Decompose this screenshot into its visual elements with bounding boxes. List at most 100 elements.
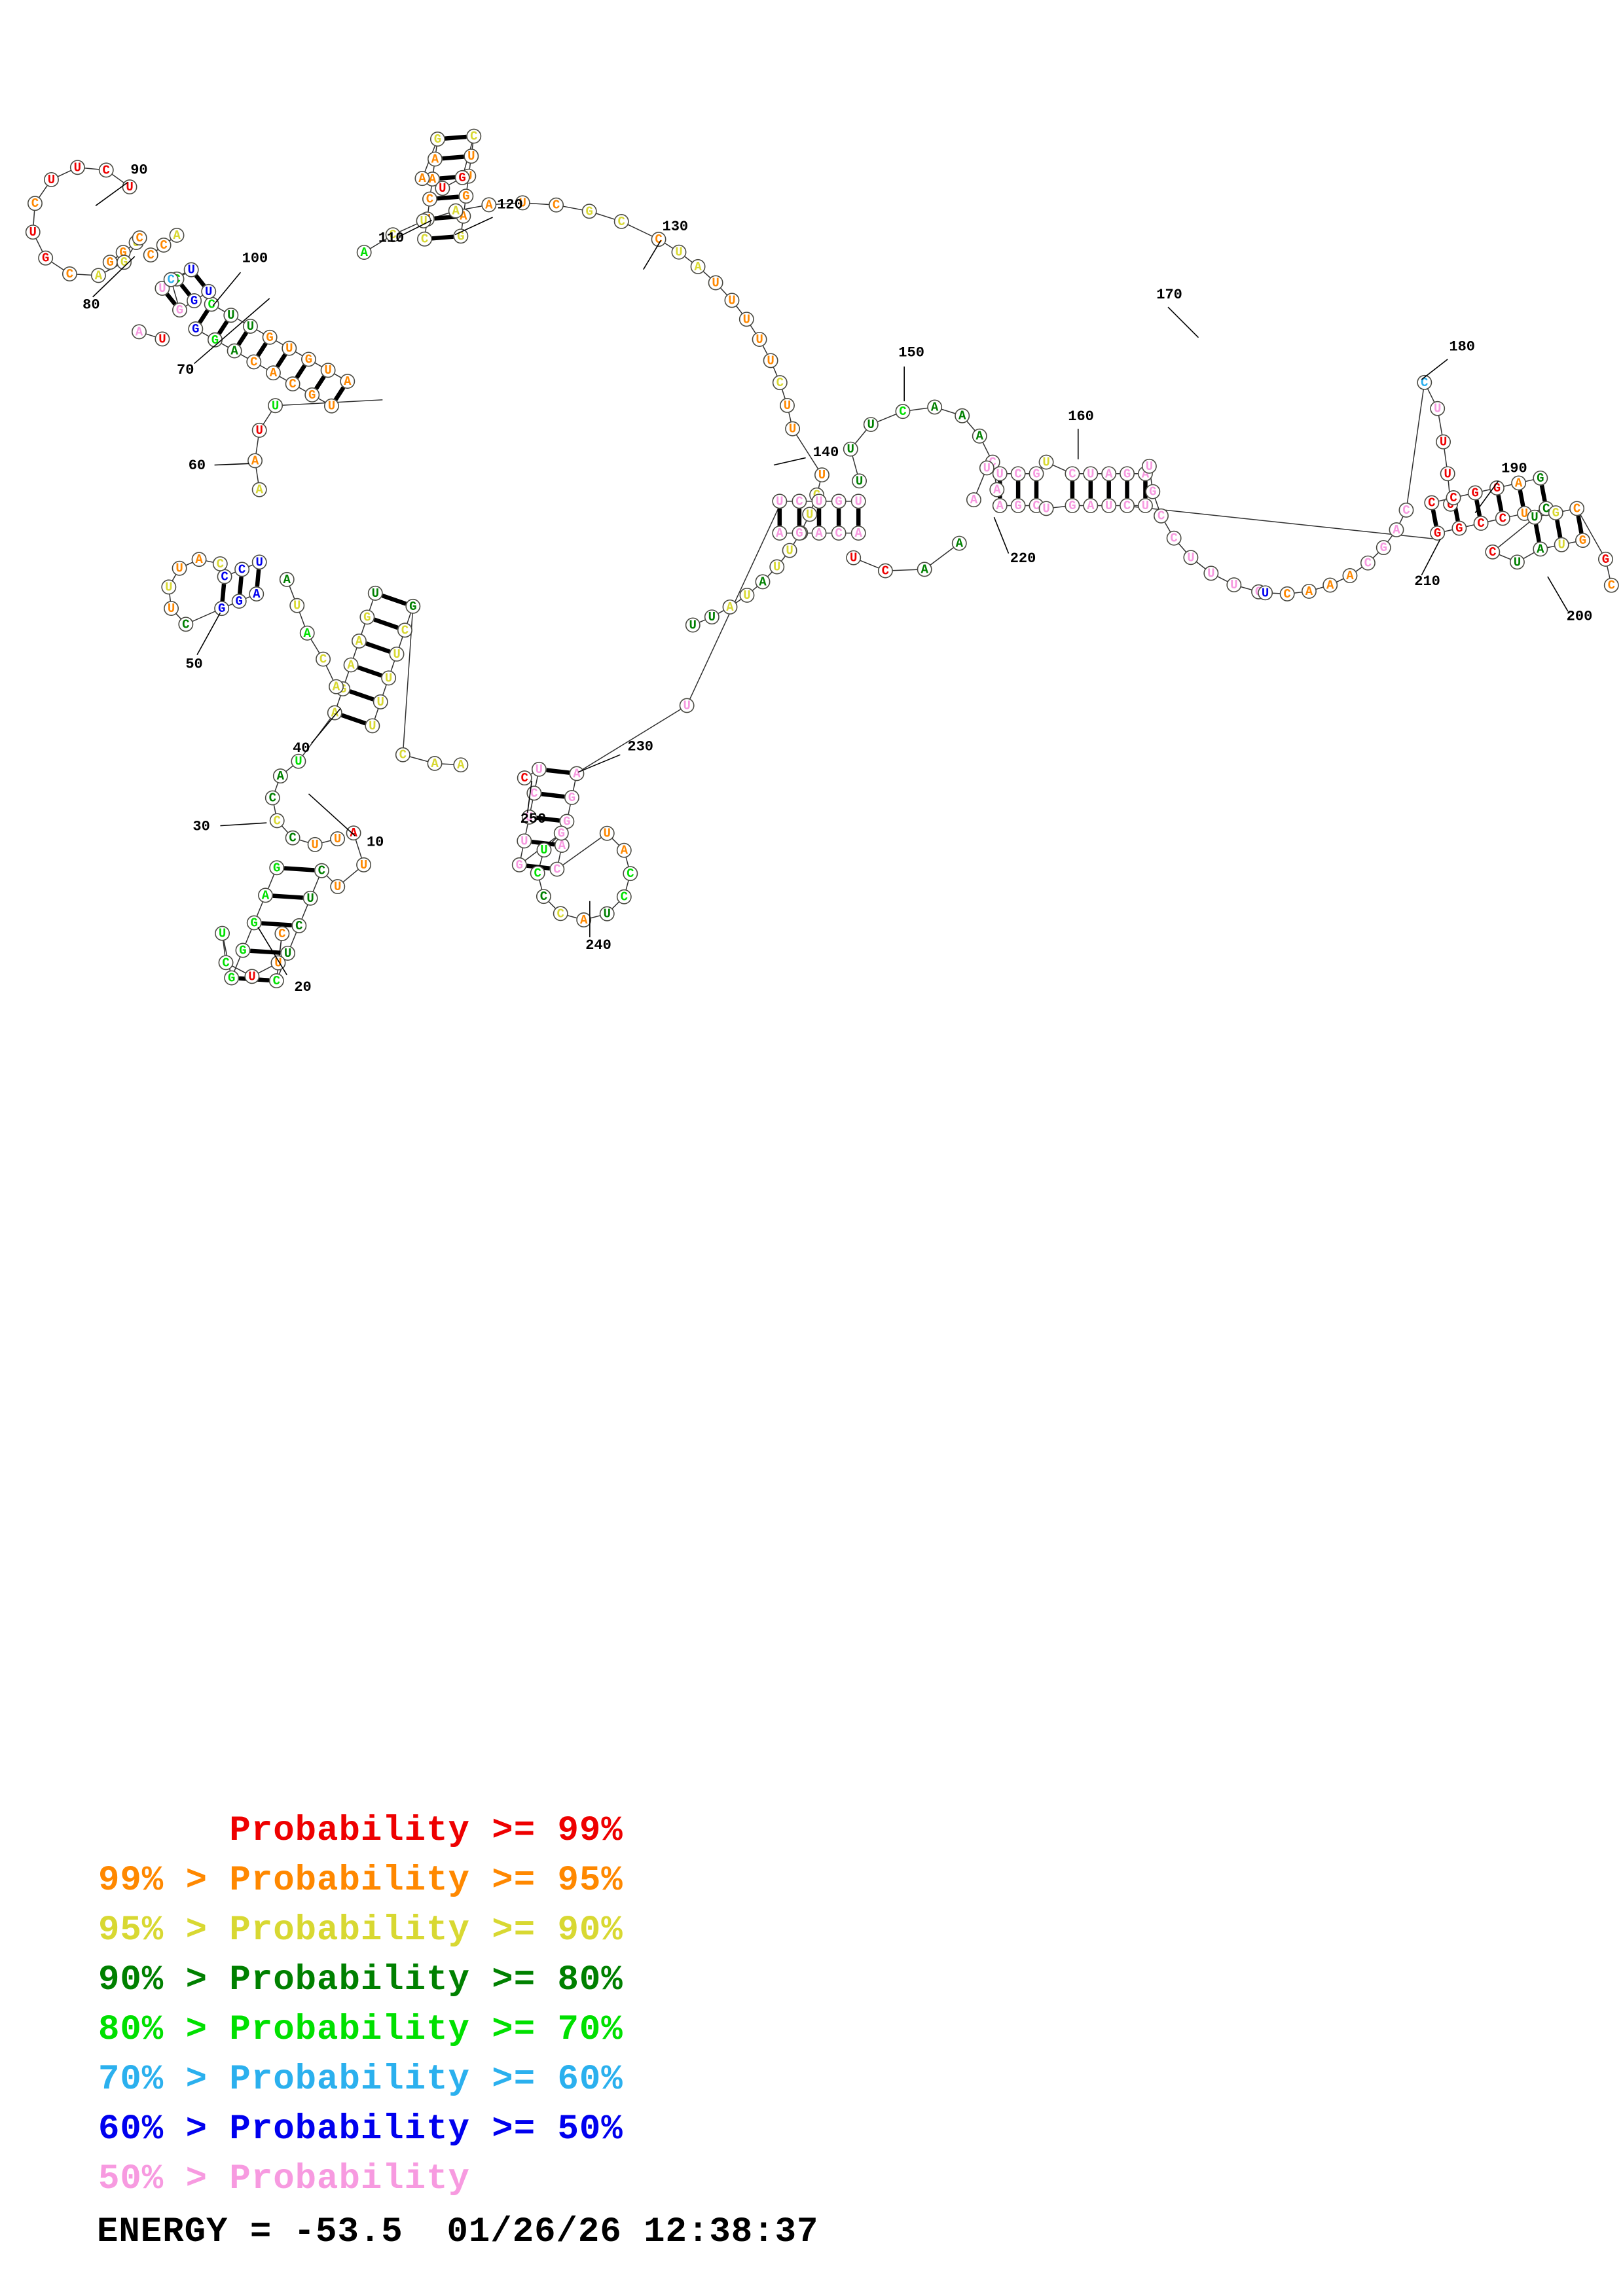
nucleotide-circle xyxy=(1527,509,1542,525)
nucleotide-letter: A xyxy=(344,374,352,389)
nucleotide-letter: G xyxy=(585,204,593,219)
nucleotide-letter: U xyxy=(519,196,526,210)
nucleotide-letter: C xyxy=(1573,501,1580,516)
nucleotide-u: U xyxy=(291,753,306,769)
nucleotide-circle xyxy=(769,559,785,575)
nucleotide-u: U xyxy=(704,609,720,625)
nucleotide-letter: U xyxy=(1187,550,1194,565)
index-leader-line xyxy=(1474,480,1499,514)
nucleotide-circle xyxy=(722,599,738,615)
nucleotide-letter: C xyxy=(795,494,803,509)
nucleotide-letter: A xyxy=(573,766,581,781)
nucleotide-c: C xyxy=(895,404,911,419)
nucleotide-circle xyxy=(704,609,720,625)
nucleotide-c: C xyxy=(217,569,232,584)
nucleotide-circle xyxy=(214,601,230,617)
nucleotide-letter: A xyxy=(580,913,588,927)
nucleotide-letter: G xyxy=(1149,485,1156,499)
nucleotide-g: G xyxy=(1010,498,1026,513)
nucleotide-circle xyxy=(359,609,375,625)
nucleotide-circle xyxy=(772,493,788,509)
nucleotide-circle xyxy=(291,753,306,769)
nucleotide-letter: A xyxy=(1393,523,1400,537)
nucleotide-a: A xyxy=(428,151,443,167)
nucleotide-letter: A xyxy=(333,680,340,694)
nucleotide-g: G xyxy=(214,601,230,617)
nucleotide-circle xyxy=(724,293,740,308)
nucleotide-circle xyxy=(243,318,258,334)
nucleotide-u: U xyxy=(599,825,615,841)
nucleotide-u: U xyxy=(244,969,260,984)
base-pair-bond xyxy=(261,921,292,927)
nucleotide-u: U xyxy=(289,598,305,613)
nucleotide-letter: U xyxy=(247,319,254,334)
nucleotide-u: U xyxy=(330,831,346,846)
nucleotide-u: U xyxy=(268,398,283,413)
nucleotide-circle xyxy=(429,132,445,147)
nucleotide-circle xyxy=(1451,520,1467,536)
nucleotide-circle xyxy=(414,171,430,187)
nucleotide-circle xyxy=(268,973,284,988)
base-pair-bond xyxy=(1518,490,1525,507)
nucleotide-circle xyxy=(269,813,285,829)
nucleotide-circle xyxy=(314,863,329,878)
index-label-190: 190 xyxy=(1501,461,1527,477)
nucleotide-letter: C xyxy=(553,863,560,877)
nucleotide-u: U xyxy=(1258,585,1273,600)
nucleotide-letter: A xyxy=(956,537,964,551)
nucleotide-u: U xyxy=(536,842,552,857)
nucleotide-circle xyxy=(517,833,532,849)
nucleotide-a: A xyxy=(850,526,866,541)
nucleotide-a: A xyxy=(772,526,788,541)
index-label-150: 150 xyxy=(898,344,924,361)
nucleotide-circle xyxy=(367,585,383,601)
backbone-layer xyxy=(32,135,1613,981)
nucleotide-circle xyxy=(405,598,421,614)
nucleotide-letter: G xyxy=(1014,499,1021,513)
nucleotide-circle xyxy=(1120,466,1135,482)
nucleotide-circle xyxy=(422,191,437,207)
nucleotide-letter: C xyxy=(278,927,285,941)
nucleotide-a: A xyxy=(1083,498,1099,513)
backbone-connector xyxy=(1123,505,1435,540)
index-leader-line xyxy=(577,754,621,773)
nucleotide-circle xyxy=(231,594,247,609)
nucleotide-letter: U xyxy=(708,610,716,624)
nucleotide-letter: U xyxy=(1434,402,1441,416)
nucleotide-u: U xyxy=(280,945,296,961)
nucleotide-circle xyxy=(802,507,818,522)
nucleotide-letter: U xyxy=(295,755,302,769)
nucleotide-u: U xyxy=(531,761,547,777)
base-pair-bond xyxy=(1539,484,1547,502)
nucleotide-letter: A xyxy=(304,626,312,641)
nucleotide-c: C xyxy=(1010,466,1026,481)
index-leader-line xyxy=(212,272,242,306)
nucleotide-circle xyxy=(576,912,592,927)
legend-row-4: 90% > Probability >= 80% xyxy=(98,1960,623,2000)
nucleotide-c: C xyxy=(314,863,329,878)
nucleotide-letter: U xyxy=(328,399,335,414)
nucleotide-c: C xyxy=(132,230,147,245)
nucleotide-letter: U xyxy=(439,181,446,196)
nucleotide-letter: G xyxy=(119,245,126,260)
nucleotide-letter: A xyxy=(970,493,978,507)
nucleotide-letter: U xyxy=(743,312,750,327)
nucleotide-letter: U xyxy=(689,619,697,633)
index-label-30: 30 xyxy=(192,818,210,834)
nucleotide-g: G xyxy=(553,825,569,840)
nucleotide-circle xyxy=(1010,498,1026,513)
nucleotide-circle xyxy=(428,151,443,167)
nucleotide-letter: G xyxy=(239,943,246,958)
nucleotide-circle xyxy=(1101,466,1117,482)
nucleotide-letter: C xyxy=(1032,499,1040,513)
nucleotide-letter: U xyxy=(1440,435,1447,450)
nucleotide-circle xyxy=(989,482,1005,497)
nucleotide-letter: A xyxy=(726,600,734,615)
nucleotide-circle xyxy=(1603,577,1619,593)
nucleotide-letter: U xyxy=(1142,499,1149,513)
nucleotide-letter: C xyxy=(318,864,325,878)
nucleotide-letter: U xyxy=(248,969,255,984)
nucleotide-letter: U xyxy=(773,560,780,575)
nucleotide-letter: U xyxy=(255,555,263,569)
nucleotide-circle xyxy=(98,162,114,178)
